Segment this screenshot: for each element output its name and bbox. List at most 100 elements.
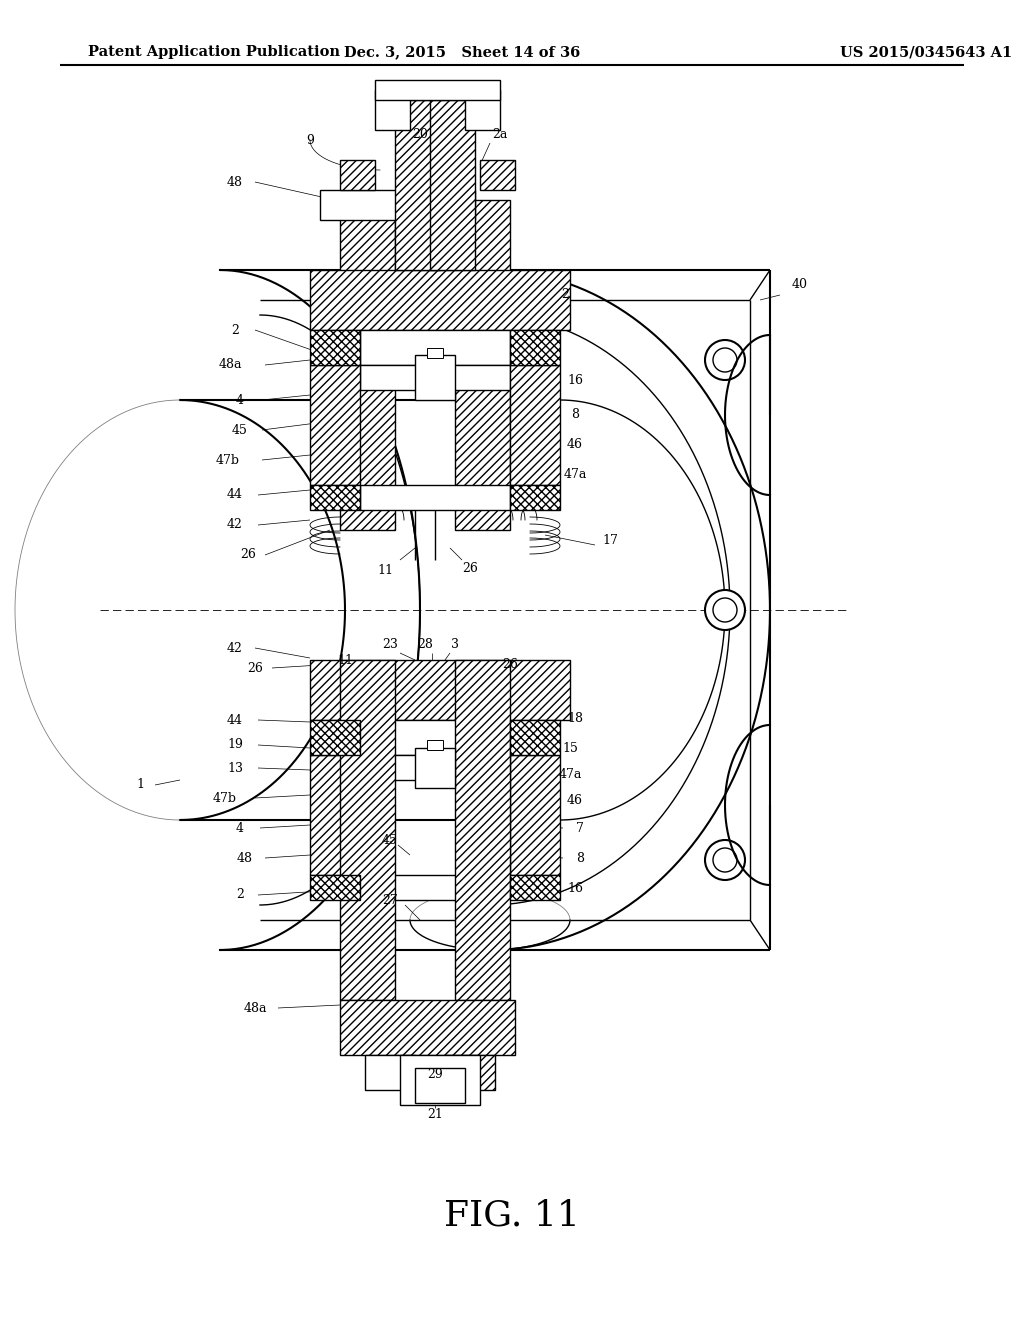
Bar: [427, 348, 443, 358]
Text: 44: 44: [227, 714, 243, 726]
Bar: [375, 90, 410, 129]
Text: 21: 21: [427, 1109, 443, 1122]
Bar: [510, 330, 560, 366]
Bar: [510, 484, 560, 510]
Text: 11: 11: [337, 653, 353, 667]
Text: 27: 27: [382, 894, 398, 907]
Bar: [360, 755, 420, 780]
Bar: [310, 366, 360, 484]
Bar: [395, 100, 440, 271]
Bar: [427, 741, 443, 750]
Bar: [415, 1068, 465, 1104]
Text: 8: 8: [575, 851, 584, 865]
Text: 42: 42: [227, 642, 243, 655]
Text: 9: 9: [306, 133, 314, 147]
Bar: [310, 875, 360, 900]
Bar: [450, 755, 510, 780]
Bar: [340, 660, 395, 1001]
Bar: [510, 366, 560, 484]
Text: 2a: 2a: [493, 128, 508, 141]
Bar: [360, 366, 420, 389]
Ellipse shape: [713, 847, 737, 873]
Bar: [310, 660, 570, 719]
Bar: [310, 330, 360, 366]
Text: 15: 15: [562, 742, 578, 755]
Text: Dec. 3, 2015   Sheet 14 of 36: Dec. 3, 2015 Sheet 14 of 36: [344, 45, 581, 59]
Text: 23: 23: [382, 639, 398, 652]
Text: 48: 48: [237, 851, 253, 865]
Text: 11: 11: [377, 564, 393, 577]
Bar: [360, 484, 510, 510]
Bar: [450, 366, 510, 389]
Bar: [510, 755, 560, 875]
Bar: [430, 100, 475, 271]
Text: 47b: 47b: [216, 454, 240, 466]
Text: 29: 29: [427, 1068, 442, 1081]
Text: 44: 44: [227, 488, 243, 502]
Bar: [360, 719, 510, 755]
Text: 48a: 48a: [244, 1002, 266, 1015]
Ellipse shape: [713, 348, 737, 372]
Text: 4: 4: [236, 393, 244, 407]
Bar: [510, 719, 560, 755]
Bar: [310, 271, 570, 330]
Bar: [365, 1055, 415, 1090]
Text: US 2015/0345643 A1: US 2015/0345643 A1: [840, 45, 1013, 59]
Text: 16: 16: [567, 882, 583, 895]
Bar: [455, 660, 510, 1001]
Ellipse shape: [713, 598, 737, 622]
Text: 48: 48: [227, 176, 243, 189]
Text: 20: 20: [412, 128, 428, 141]
Bar: [340, 201, 395, 531]
Text: 18: 18: [567, 711, 583, 725]
Bar: [510, 875, 560, 900]
Text: 26: 26: [247, 661, 263, 675]
Bar: [455, 201, 510, 531]
Bar: [310, 719, 360, 755]
Bar: [375, 81, 500, 100]
Text: 45: 45: [382, 833, 398, 846]
Bar: [340, 160, 375, 190]
Ellipse shape: [705, 341, 745, 380]
Text: 47a: 47a: [558, 768, 582, 781]
Text: 17: 17: [602, 533, 617, 546]
Text: 26: 26: [462, 561, 478, 574]
Text: 2: 2: [237, 888, 244, 902]
Text: 28: 28: [417, 639, 433, 652]
Text: 16: 16: [567, 374, 583, 387]
Bar: [465, 90, 500, 129]
Text: 19: 19: [227, 738, 243, 751]
Text: 1: 1: [136, 779, 144, 792]
Bar: [415, 748, 455, 788]
Bar: [480, 160, 515, 190]
Bar: [340, 1001, 515, 1055]
Text: 46: 46: [567, 793, 583, 807]
Text: FIG. 11: FIG. 11: [444, 1199, 580, 1232]
Bar: [445, 1055, 495, 1090]
Text: 3: 3: [451, 639, 459, 652]
Text: 46: 46: [567, 438, 583, 451]
Bar: [319, 190, 475, 220]
Text: 13: 13: [227, 762, 243, 775]
Text: 4: 4: [236, 821, 244, 834]
Bar: [310, 755, 360, 875]
Text: 7: 7: [577, 821, 584, 834]
Text: 47b: 47b: [213, 792, 237, 804]
Bar: [310, 484, 360, 510]
Ellipse shape: [705, 590, 745, 630]
Bar: [400, 1055, 480, 1105]
Bar: [415, 355, 455, 400]
Bar: [360, 875, 510, 900]
Bar: [360, 330, 510, 366]
Text: Patent Application Publication: Patent Application Publication: [88, 45, 340, 59]
Text: 48a: 48a: [218, 359, 242, 371]
Text: 2: 2: [231, 323, 239, 337]
Text: 26: 26: [240, 549, 256, 561]
Text: 42: 42: [227, 519, 243, 532]
Ellipse shape: [705, 840, 745, 880]
Text: 40: 40: [792, 279, 808, 292]
Text: 8: 8: [571, 408, 579, 421]
Text: 26: 26: [502, 659, 518, 672]
Text: 2: 2: [561, 289, 569, 301]
Text: 47a: 47a: [563, 469, 587, 482]
